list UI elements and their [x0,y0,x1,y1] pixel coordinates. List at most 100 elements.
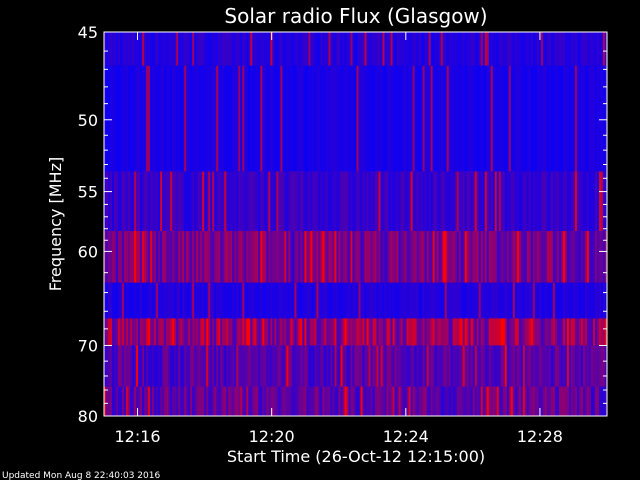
spectrogram-cell [132,65,135,172]
spectrogram-cell [498,231,502,283]
spectrogram-cell [174,345,177,387]
spectrogram-cell [498,32,502,66]
spectrogram-cell [482,345,486,387]
spectrogram-cell [128,386,131,416]
spectrogram-cell [358,231,361,283]
spectrogram-cell [418,231,421,283]
spectrogram-cell [324,345,327,387]
spectrogram-cell [174,386,177,416]
spectrogram-cell [112,386,115,416]
spectrogram-cell [396,282,399,319]
spectrogram-cell [114,318,117,346]
spectrogram-cell [382,318,385,346]
spectrogram-cell [580,318,584,346]
spectrogram-cell [174,171,177,232]
spectrogram-cell [332,282,335,319]
spectrogram-cell [198,231,201,283]
spectrogram-cell [540,345,544,387]
spectrogram-cell [520,386,524,416]
spectrogram-cell [410,171,413,232]
spectrogram-cell [598,318,602,346]
spectrogram-cell [130,345,133,387]
spectrogram-cell [546,318,550,346]
spectrogram-cell [250,65,253,172]
spectrogram-cell [254,345,257,387]
spectrogram-cell [130,171,133,232]
spectrogram-cell [450,171,453,232]
spectrogram-cell [310,282,313,319]
spectrogram-cell [394,345,397,387]
spectrogram-cell [492,282,496,319]
spectrogram-cell [224,171,227,232]
spectrogram-cell [510,345,514,387]
spectrogram-cell [122,282,125,319]
spectrogram-cell [440,282,443,319]
spectrogram-cell [478,231,482,283]
spectrogram-cell [432,345,435,387]
spectrogram-cell [560,171,564,232]
spectrogram-cell [520,65,524,172]
spectrogram-cell [338,32,341,66]
spectrogram-cell [126,318,129,346]
spectrogram-cell [410,345,413,387]
spectrogram-cell [286,231,289,283]
spectrogram-cell [214,282,217,319]
spectrogram-cell [286,318,289,346]
spectrogram-cell [198,32,201,66]
spectrogram-cell [340,282,343,319]
spectrogram-cell [160,171,163,232]
spectrogram-cell [164,65,167,172]
spectrogram-cell [516,282,520,319]
spectrogram-cell [290,345,293,387]
spectrogram-cell [460,282,464,319]
spectrogram-cell [160,386,163,416]
spectrogram-cell [304,65,307,172]
spectrogram-cell [116,171,119,232]
spectrogram-cell [110,318,113,346]
spectrogram-cell [406,231,409,283]
spectrogram-cell [280,32,283,66]
spectrogram-cell [586,386,590,416]
spectrogram-cell [596,65,600,172]
spectrogram-cell [426,231,429,283]
spectrogram-cell [114,386,117,416]
spectrogram-cell [122,32,125,66]
spectrogram-cell [140,318,143,346]
spectrogram-cell [416,386,419,416]
spectrogram-cell [212,171,215,232]
spectrogram-cell [334,231,337,283]
x-tick-label: 12:20 [249,427,295,446]
spectrogram-cell [264,65,267,172]
spectrogram-cell [552,32,556,66]
spectrogram-cell [292,345,295,387]
spectrogram-cell [528,318,532,346]
spectrogram-cell [338,318,341,346]
spectrogram-cell [326,65,329,172]
spectrogram-cell [418,386,421,416]
spectrogram-cell [506,32,510,66]
spectrogram-cell [110,345,113,387]
spectrogram-cell [378,65,381,172]
spectrogram-cell [546,231,550,283]
spectrogram-cell [156,65,159,172]
spectrogram-cell [248,386,251,416]
spectrogram-cell [570,32,574,66]
spectrogram-cell [454,345,457,387]
spectrogram-cell [570,318,574,346]
y-tick-label: 45 [78,23,98,42]
spectrogram-cell [424,318,427,346]
spectrogram-cell [426,318,429,346]
spectrogram-cell [594,345,598,387]
spectrogram-cell [216,32,219,66]
spectrogram-cell [534,171,538,232]
spectrogram-cell [514,345,518,387]
spectrogram-cell [152,386,155,416]
spectrogram-cell [250,171,253,232]
spectrogram-cell [526,171,530,232]
spectrogram-cell [598,345,602,387]
spectrogram-cell [134,318,137,346]
spectrogram-cell [338,171,341,232]
spectrogram-cell [596,171,600,232]
spectrogram-cell [452,171,455,232]
spectrogram-cell [560,282,564,319]
